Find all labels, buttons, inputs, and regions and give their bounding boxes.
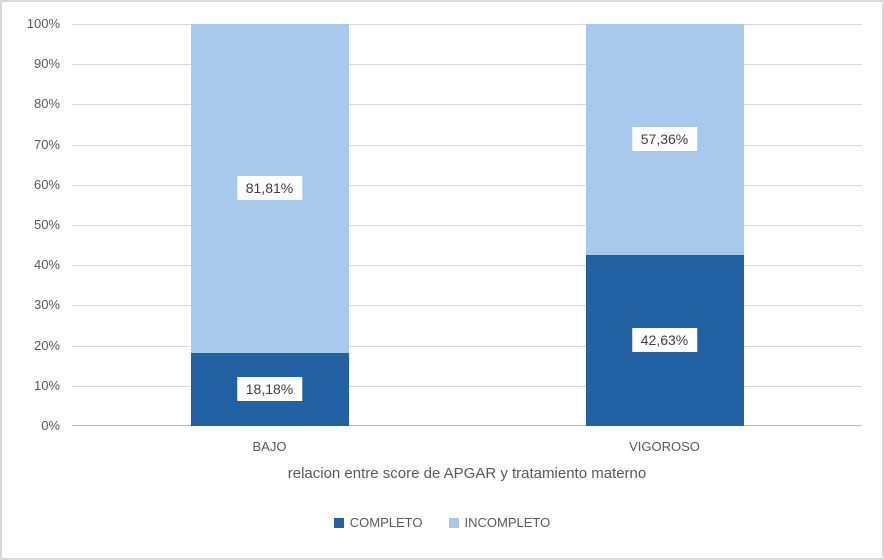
y-tick-label: 50% (33, 217, 60, 232)
gridline (72, 24, 862, 25)
y-tick-label: 80% (33, 96, 60, 112)
y-tick-label: 30% (33, 297, 60, 313)
gridline (72, 305, 862, 306)
legend-label: INCOMPLETO (464, 515, 551, 530)
y-tick-label: 40% (33, 257, 60, 273)
x-category-label: BAJO (252, 439, 287, 454)
y-tick-label: 0% (41, 418, 60, 433)
gridline (72, 225, 862, 226)
legend-entry-completo: COMPLETO (333, 515, 423, 530)
data-label: 81,81% (236, 176, 303, 201)
legend-swatch-icon (333, 517, 344, 528)
gridline (72, 145, 862, 146)
legend-swatch-icon (448, 517, 459, 528)
x-category-label: VIGOROSO (629, 439, 700, 454)
data-label: 18,18% (236, 377, 303, 402)
gridline (72, 386, 862, 387)
y-tick-label: 90% (33, 56, 60, 72)
y-tick-label: 70% (33, 136, 60, 152)
y-tick-label: 20% (33, 337, 60, 353)
legend-entry-incompleto: INCOMPLETO (448, 515, 551, 530)
legend-label: COMPLETO (349, 515, 423, 530)
x-axis-title: relacion entre score de APGAR y tratamie… (287, 465, 647, 482)
y-tick-label: 100% (26, 16, 60, 31)
gridline (72, 346, 862, 347)
y-tick-label: 10% (33, 377, 60, 393)
plot-area: 18,18% 81,81% 42,63% 57,36% (72, 24, 862, 426)
y-tick-label: 60% (33, 176, 60, 192)
gridline (72, 265, 862, 266)
gridline (72, 64, 862, 65)
data-label: 57,36% (631, 127, 698, 152)
data-label: 42,63% (631, 328, 698, 353)
gridline (72, 425, 862, 426)
gridline (72, 104, 862, 105)
gridline (72, 185, 862, 186)
legend: COMPLETO INCOMPLETO (2, 515, 882, 530)
